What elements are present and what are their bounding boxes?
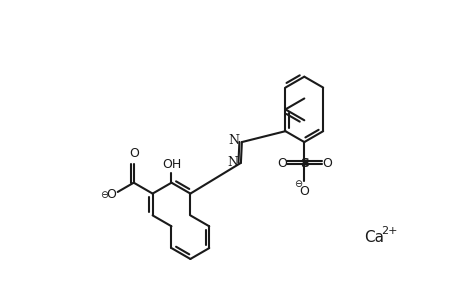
Text: Ca: Ca <box>363 230 383 245</box>
Text: S: S <box>299 158 308 170</box>
Text: 2+: 2+ <box>381 226 397 236</box>
Text: O: O <box>299 185 308 198</box>
Text: O: O <box>106 188 116 201</box>
Text: N: N <box>228 134 239 147</box>
Text: N: N <box>227 156 238 170</box>
Text: ⊖: ⊖ <box>100 190 108 200</box>
Text: O: O <box>276 158 286 170</box>
Text: O: O <box>321 158 331 170</box>
Text: ⊖: ⊖ <box>294 179 302 189</box>
Text: OH: OH <box>162 158 181 171</box>
Text: O: O <box>129 147 138 160</box>
